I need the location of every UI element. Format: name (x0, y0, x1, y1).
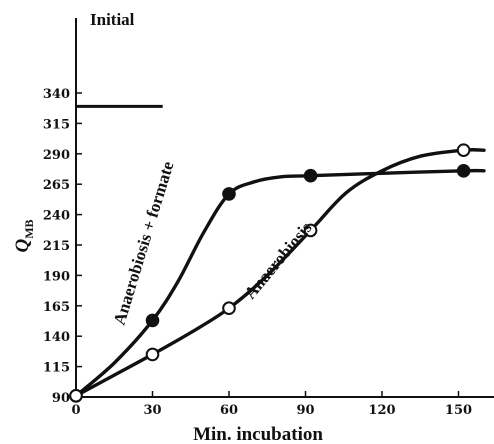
y-tick-label: 115 (43, 361, 70, 376)
y-tick-label: 315 (43, 117, 70, 132)
data-point (69, 388, 83, 403)
data-point (303, 223, 318, 238)
y-tick-label: 190 (43, 269, 70, 284)
initial-label: Initial (90, 10, 135, 29)
x-tick-label: 60 (220, 403, 238, 418)
y-axis-title-sub: MB (22, 219, 36, 238)
series-label-anaerobiosis: Anaerobiosis (241, 218, 316, 303)
y-tick-label: 140 (43, 330, 70, 345)
y-tick-label: 165 (43, 300, 70, 315)
data-point (456, 164, 471, 178)
y-axis-title-main: Q (12, 239, 33, 253)
y-tick-label: 240 (43, 209, 70, 224)
y-tick-label: 215 (43, 239, 70, 254)
y-tick-label: 265 (43, 178, 70, 193)
data-point (456, 143, 471, 157)
data-point (222, 301, 236, 316)
axis-ticks: 90 115 140 165 190 215 240 265 290 315 340 0 30 60 90 1… (43, 87, 472, 418)
y-tick-label: 90 (52, 391, 70, 406)
y-tick-label: 340 (43, 87, 70, 102)
y-tick-label: 290 (43, 148, 70, 163)
x-tick-label: 90 (296, 403, 314, 418)
x-tick-label: 30 (143, 403, 161, 418)
x-tick-label: 150 (445, 403, 472, 418)
data-point (222, 187, 236, 201)
x-tick-label: 120 (368, 403, 395, 418)
series-layer (69, 143, 486, 403)
data-point (145, 347, 160, 362)
data-point (145, 313, 160, 328)
x-axis-title: Min. incubation (193, 424, 323, 444)
y-axis-title: QMB (12, 219, 36, 252)
initial-marker: Initial (76, 10, 163, 108)
x-tick-label: 0 (71, 403, 80, 418)
data-point (303, 168, 318, 183)
